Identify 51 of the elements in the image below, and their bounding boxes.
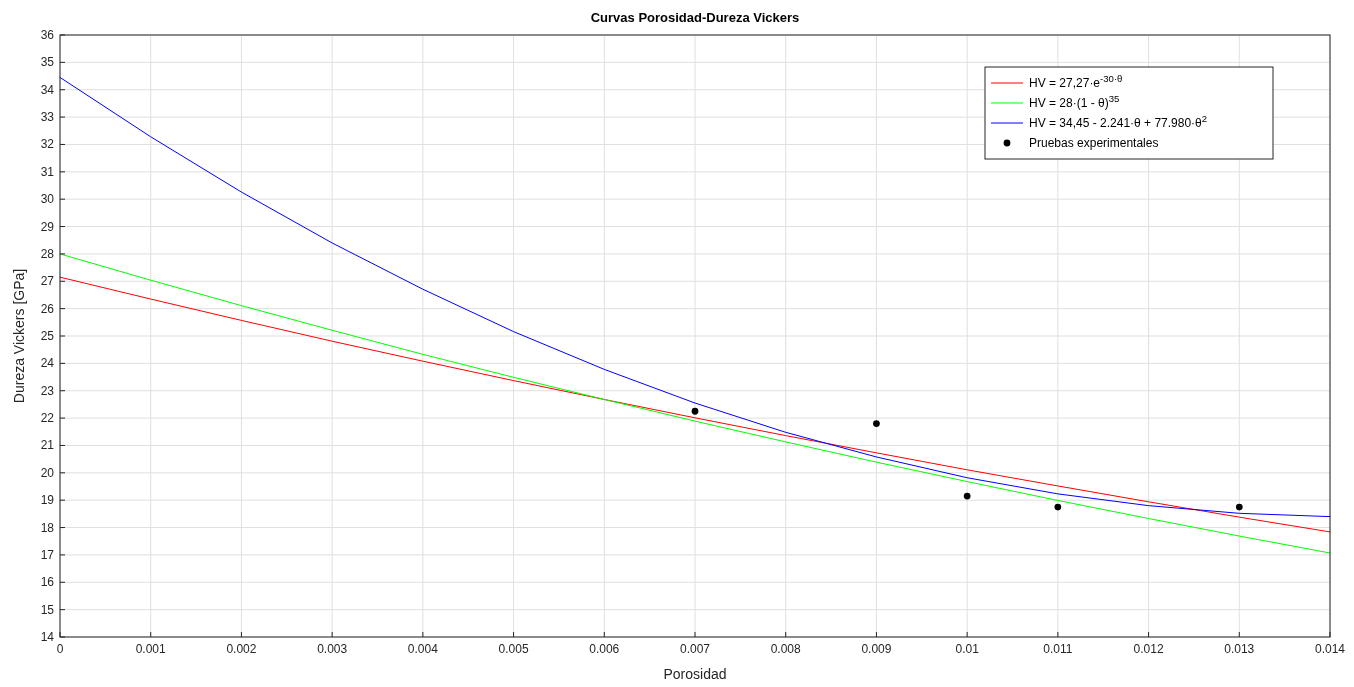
x-tick-label: 0.012: [1133, 642, 1164, 656]
legend-label: HV = 34,45 - 2.241·θ + 77.980·θ$^{2}$: [1029, 112, 1208, 130]
y-tick-label: 35: [40, 55, 55, 70]
legend-label: Pruebas experimentales: [1029, 136, 1159, 150]
y-axis-title: Dureza Vickers [GPa]: [11, 268, 27, 404]
y-tick-label: 30: [40, 192, 55, 207]
y-tick-label: 33: [40, 110, 55, 125]
y-tick-label: 17: [40, 547, 55, 562]
y-tick-label: 25: [40, 329, 55, 343]
x-tick-label: 0.008: [770, 642, 802, 656]
y-tick-label: 31: [40, 164, 55, 179]
point: [1235, 503, 1243, 511]
chart-title: Curvas Porosidad-Dureza Vickers: [590, 10, 800, 25]
y-tick-label: 21: [40, 438, 55, 453]
x-axis-title: Porosidad: [663, 666, 727, 682]
x-tick-label: 0.007: [679, 642, 711, 656]
y-tick-label: 20: [40, 465, 55, 480]
point: [1054, 503, 1062, 511]
y-tick-label: 16: [40, 575, 55, 590]
x-tick-label: 0.004: [407, 642, 439, 656]
y-tick-label: 26: [40, 301, 55, 316]
x-tick-label: 0.01: [955, 642, 980, 656]
y-tick-label: 19: [40, 493, 55, 508]
x-tick-label: 0.011: [1043, 642, 1073, 656]
legend-label: HV = 28·(1 - θ)$^{35}$: [1029, 92, 1120, 110]
point: [691, 407, 699, 415]
x-tick-label: 0.003: [317, 642, 348, 656]
x-tick-label: 0.001: [135, 642, 167, 656]
y-tick-label: 22: [40, 411, 55, 426]
y-tick-label: 23: [40, 383, 55, 398]
x-tick-label: 0.013: [1224, 642, 1255, 656]
y-tick-label: 24: [40, 356, 55, 371]
y-tick-label: 34: [40, 82, 55, 97]
y-tick-label: 14: [40, 630, 55, 644]
point: [873, 420, 880, 427]
x-tick-label: 0.005: [498, 642, 529, 656]
legend-label: HV = 27,27·e$^{-30·θ}$: [1029, 72, 1123, 90]
y-tick-label: 28: [40, 246, 55, 261]
point: [963, 492, 971, 500]
line-series: [59, 76, 1331, 518]
x-tick-label: 0.009: [861, 642, 892, 656]
y-tick-label: 29: [40, 219, 55, 234]
x-tick-label: 0.006: [589, 642, 620, 656]
y-tick-label: 32: [40, 137, 55, 152]
x-tick-label: 0.002: [226, 642, 257, 656]
y-tick-label: 15: [40, 602, 55, 617]
y-tick-label: 27: [40, 274, 55, 289]
y-tick-label: 18: [40, 520, 55, 535]
x-tick-label: 0: [56, 642, 64, 656]
x-tick-label: 0.014: [1314, 642, 1346, 656]
y-tick-label: 36: [40, 28, 55, 42]
